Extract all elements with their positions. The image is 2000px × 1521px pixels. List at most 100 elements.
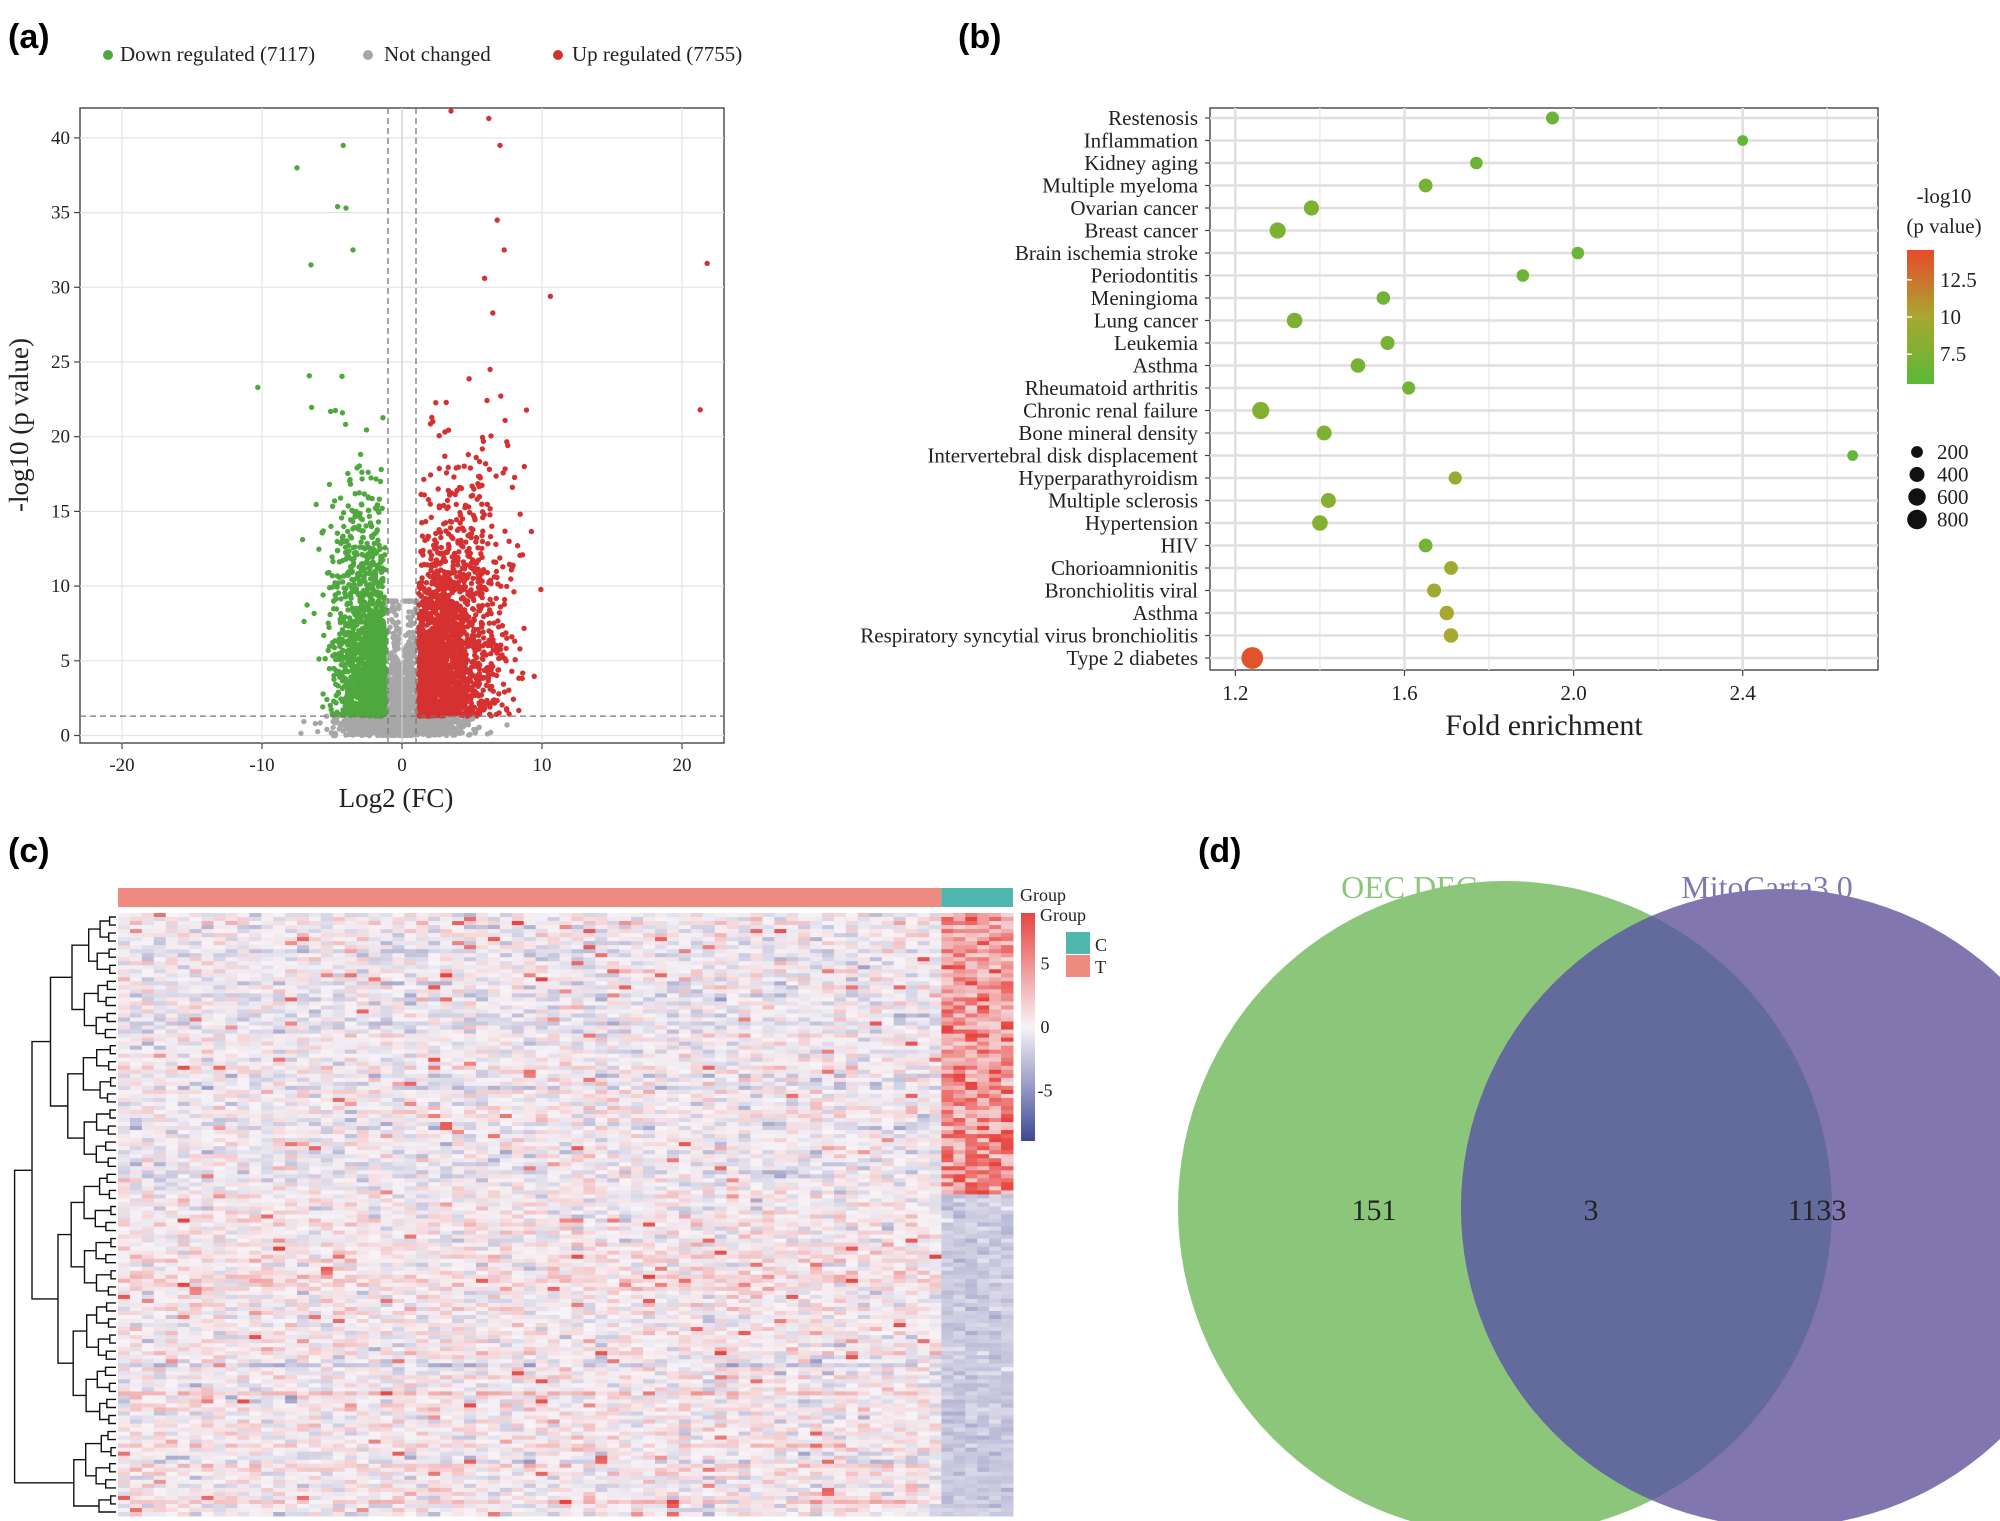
point-up-regulated [477, 473, 483, 480]
point-up-regulated [432, 693, 438, 699]
point-up-regulated [471, 565, 478, 571]
point-up-regulated [480, 656, 486, 662]
point-up-regulated [445, 464, 451, 471]
point-not-changed [336, 726, 342, 732]
point-up-regulated [434, 628, 441, 635]
point-up-regulated [441, 694, 447, 700]
point-up-regulated [487, 609, 493, 615]
point-up-regulated [424, 683, 430, 690]
point-up-regulated [493, 568, 500, 575]
point-up-regulated [499, 652, 505, 658]
point-up-regulated [454, 527, 461, 534]
point-up-regulated [441, 676, 447, 682]
point-up-regulated [417, 707, 424, 714]
point-up-regulated [511, 474, 518, 481]
point-down-regulated [350, 526, 356, 532]
point-down-regulated [358, 501, 365, 507]
point-up-regulated [457, 710, 463, 716]
point-up-regulated [440, 642, 447, 648]
point-not-changed [390, 726, 396, 732]
point-up-regulated [419, 520, 425, 526]
point-up-regulated [486, 466, 493, 472]
point-up-regulated [470, 492, 476, 499]
point-up-regulated [462, 686, 468, 692]
point-not-changed [409, 676, 415, 682]
panel-label-c: (c) [8, 832, 50, 870]
point-up-regulated [517, 552, 523, 559]
point-not-changed [395, 701, 402, 707]
point-up-regulated [443, 583, 450, 589]
point-down-regulated [328, 523, 334, 530]
point-not-changed [396, 673, 403, 679]
point-not-changed [315, 728, 321, 735]
point-down-regulated [359, 469, 365, 475]
point-not-changed [337, 721, 343, 728]
point-up-regulated [492, 559, 499, 565]
point-up-regulated [482, 705, 488, 712]
point-not-changed [405, 698, 411, 704]
point-up-regulated [470, 606, 476, 612]
point-up-regulated [435, 699, 441, 705]
point-up-regulated [467, 465, 474, 471]
point-up-regulated [504, 583, 510, 590]
point-not-changed [392, 658, 398, 664]
point-up-regulated [442, 520, 449, 526]
point-up-regulated [461, 527, 467, 534]
point-up-regulated [438, 534, 444, 541]
point-up-regulated [447, 518, 453, 525]
point-up-regulated [470, 512, 477, 518]
point-up-regulated [503, 645, 509, 652]
point-up-regulated [501, 601, 508, 607]
point-up-regulated [489, 523, 495, 529]
point-not-changed [405, 614, 411, 621]
point-up-regulated [500, 564, 506, 570]
point-not-changed [377, 724, 383, 731]
point-up-regulated [493, 595, 499, 602]
point-not-changed [471, 726, 477, 733]
point-up-regulated [489, 601, 496, 607]
point-up-regulated [473, 560, 480, 567]
point-down-regulated [313, 501, 319, 508]
point-up-regulated [436, 619, 443, 625]
point-up-regulated [426, 708, 432, 714]
point-up-regulated [478, 551, 484, 557]
point-up-regulated [516, 707, 522, 714]
point-up-regulated [474, 496, 480, 502]
point-up-regulated [487, 533, 494, 540]
point-up-regulated [457, 638, 463, 644]
point-down-regulated [342, 544, 349, 550]
point-up-regulated [512, 657, 518, 663]
point-up-regulated [445, 531, 452, 537]
point-up-regulated [446, 605, 452, 611]
point-up-regulated [509, 484, 516, 490]
point-up-regulated [479, 501, 485, 507]
point-up-regulated [425, 598, 431, 604]
point-up-regulated [450, 563, 456, 569]
point-up-regulated [426, 654, 432, 660]
point-up-regulated [504, 439, 510, 445]
point-up-regulated [465, 676, 472, 682]
point-not-changed [387, 624, 393, 630]
point-down-regulated [337, 495, 344, 501]
point-up-regulated [437, 652, 443, 658]
point-not-changed [324, 726, 330, 733]
point-not-changed [436, 728, 442, 735]
point-down-regulated [338, 515, 345, 521]
point-up-regulated [501, 596, 508, 603]
point-up-regulated [416, 630, 422, 636]
point-up-regulated [480, 528, 486, 534]
point-up-regulated [432, 669, 439, 676]
point-up-regulated [453, 643, 459, 650]
point-up-regulated [421, 492, 427, 498]
point-up-regulated [455, 614, 462, 621]
point-up-regulated [476, 608, 483, 614]
point-not-changed [405, 622, 411, 628]
point-not-changed [392, 693, 398, 699]
point-up-regulated [418, 608, 425, 615]
point-up-regulated [418, 613, 425, 619]
point-up-regulated [451, 690, 458, 696]
point-not-changed [393, 623, 399, 629]
point-up-regulated [420, 671, 427, 677]
point-up-regulated [445, 427, 452, 433]
point-down-regulated [366, 513, 373, 519]
